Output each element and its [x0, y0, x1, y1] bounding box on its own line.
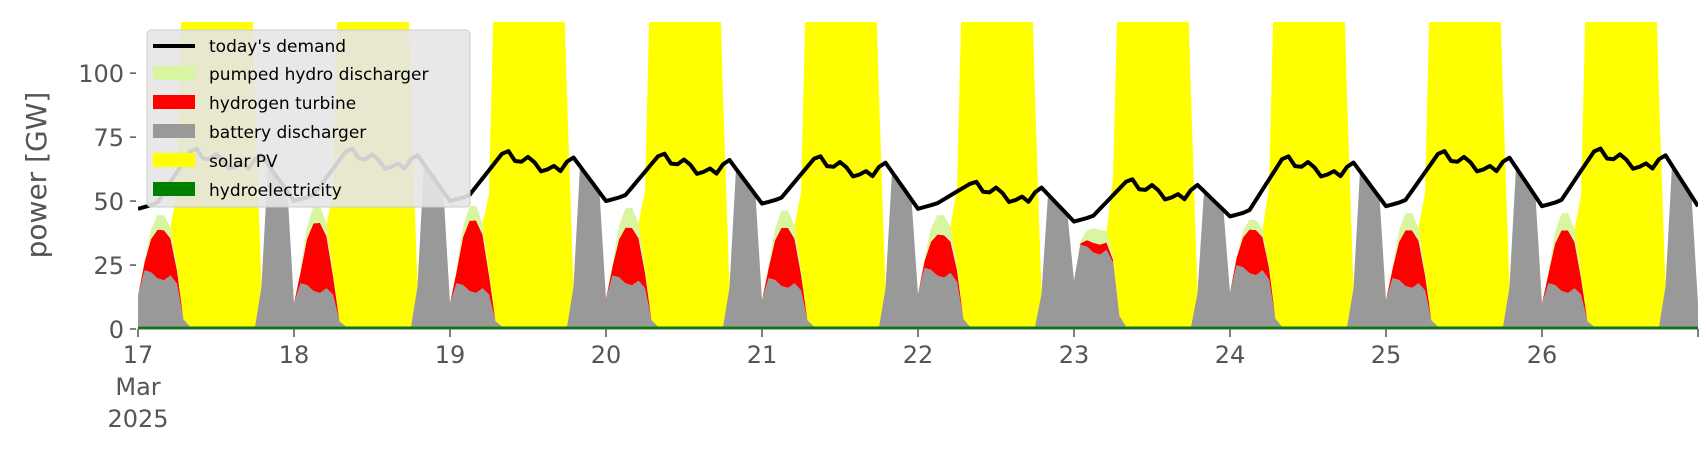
legend-box [146, 29, 471, 208]
area-solar-PV [138, 22, 1698, 327]
legend-label-hydro: hydroelectricity [209, 181, 342, 201]
y-tick-label: 0 [109, 316, 124, 344]
legend-label-pumped-hydro: pumped hydro discharger [209, 65, 428, 85]
x-tick-label: 2025 [107, 405, 168, 433]
x-tick-label: 18 [279, 341, 310, 369]
x-tick-label: 19 [435, 341, 466, 369]
legend-swatch-battery [153, 124, 195, 138]
legend-swatch-hydro [153, 182, 195, 196]
x-tick-label: 23 [1059, 341, 1090, 369]
legend-label-battery: battery discharger [209, 123, 366, 143]
x-tick-label: 25 [1371, 341, 1402, 369]
legend-swatch-hydrogen [153, 95, 195, 109]
y-tick-label: 50 [93, 188, 124, 216]
legend-label-hydrogen: hydrogen turbine [209, 94, 356, 114]
x-tick-label: 26 [1527, 341, 1558, 369]
x-tick-label: 24 [1215, 341, 1246, 369]
legend-swatch-solar [153, 153, 195, 167]
legend-label-solar: solar PV [209, 152, 278, 172]
x-tick-label: 21 [747, 341, 778, 369]
legend-swatch-pumped-hydro [153, 66, 195, 80]
stacked-areas [138, 22, 1698, 329]
y-tick-label: 25 [93, 252, 124, 280]
x-tick-label: 20 [591, 341, 622, 369]
legend: today's demand pumped hydro discharger h… [146, 29, 471, 208]
legend-label-demand: today's demand [209, 37, 346, 57]
y-tick-label: 75 [93, 124, 124, 152]
area-hydroelectricity [138, 326, 1698, 329]
y-tick-label: 100 [78, 60, 124, 88]
x-tick-label: 22 [903, 341, 934, 369]
x-tick-label: 17 [123, 341, 154, 369]
x-tick-label: Mar [115, 373, 160, 401]
axes: 0 25 50 75 100 17 Mar 2025 18 19 20 21 22 23 24 25 26 [78, 60, 1699, 433]
y-axis-label: power [GW] [20, 92, 53, 259]
area-battery-discharger [138, 164, 1698, 327]
